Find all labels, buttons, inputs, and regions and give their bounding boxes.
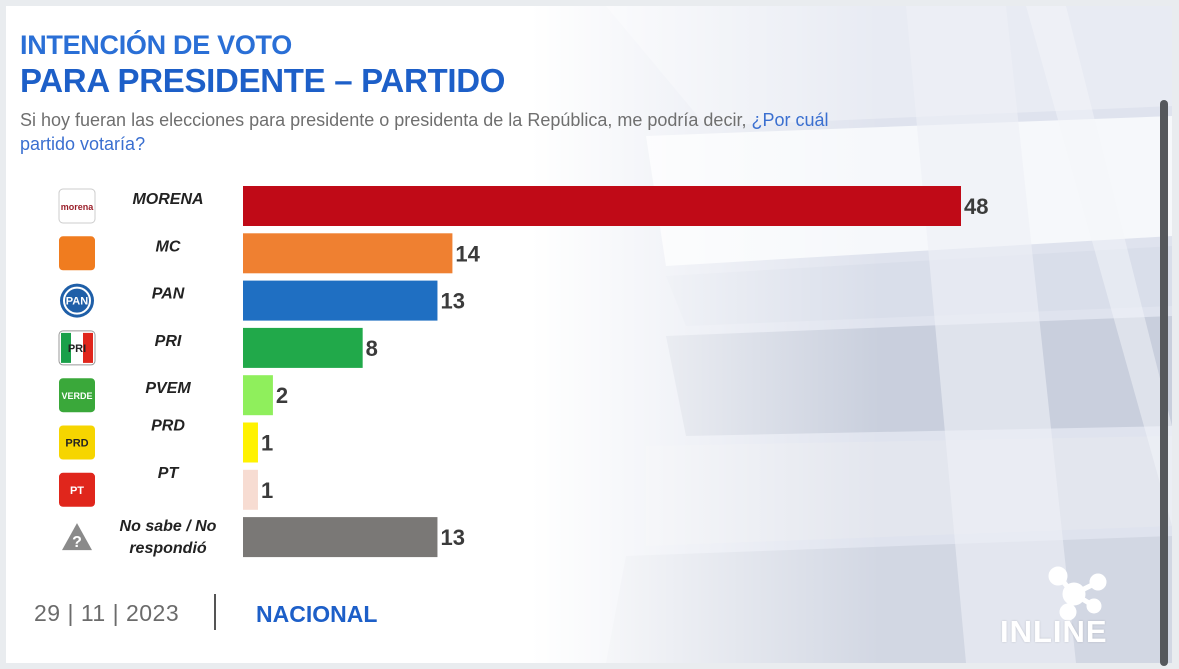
value-label: 14 xyxy=(455,241,480,266)
bar xyxy=(243,327,363,368)
pan-logo-ring xyxy=(63,286,91,315)
category-label: PVEM xyxy=(145,380,191,397)
footer-divider xyxy=(214,594,216,630)
mc-logo xyxy=(59,236,95,271)
question-text: Si hoy fueran las elecciones para presid… xyxy=(20,110,752,130)
bar xyxy=(243,186,961,226)
question-icon-text: ? xyxy=(72,534,82,551)
morena-logo: morena xyxy=(58,188,96,224)
value-label: 48 xyxy=(964,194,988,219)
pt-logo-box xyxy=(59,472,95,507)
category-label: No sabe / No xyxy=(120,518,217,535)
prd-logo: PRD xyxy=(59,425,95,460)
category-label: PAN xyxy=(152,286,185,303)
bar xyxy=(243,280,438,321)
pri-logo-green xyxy=(61,332,71,363)
value-label: 1 xyxy=(261,478,273,503)
pvem-logo: VERDE xyxy=(59,378,95,413)
bar xyxy=(243,422,258,463)
poll-date: 29 | 11 | 2023 xyxy=(34,600,180,626)
bar xyxy=(243,469,258,510)
morena-logo-text: morena xyxy=(61,202,95,212)
category-label: PT xyxy=(158,465,180,482)
bar xyxy=(243,517,438,558)
value-label: 8 xyxy=(366,336,378,361)
bar xyxy=(243,233,453,274)
value-label: 13 xyxy=(440,525,464,550)
pri-logo-text: PRI xyxy=(68,343,86,355)
question-triangle xyxy=(62,523,92,551)
survey-question: Si hoy fueran las elecciones para presid… xyxy=(20,108,840,156)
pri-logo: PRI xyxy=(58,330,96,366)
inline-logo-icon xyxy=(1048,566,1107,621)
value-label: 2 xyxy=(276,383,288,408)
value-label: 1 xyxy=(261,431,273,456)
pt-logo-text: PT xyxy=(70,485,84,497)
poll-card: INTENCIÓN DE VOTO PARA PRESIDENTE – PART… xyxy=(6,6,1172,663)
bar xyxy=(243,375,273,416)
category-label: MORENA xyxy=(132,191,203,208)
pvem-logo-box xyxy=(59,378,95,413)
brand-name: INLINE xyxy=(1000,614,1108,649)
category-label: PRI xyxy=(155,333,182,350)
question-icon: ? xyxy=(62,523,92,551)
pvem-logo-text: VERDE xyxy=(61,391,92,401)
poll-scope: NACIONAL xyxy=(256,601,378,627)
value-label: 13 xyxy=(440,289,464,314)
pri-logo-red xyxy=(83,332,93,363)
morena-logo-box xyxy=(58,188,96,224)
scrollbar[interactable] xyxy=(1160,100,1168,666)
title-line-2: PARA PRESIDENTE – PARTIDO xyxy=(20,62,506,99)
pan-logo: PAN xyxy=(60,283,94,318)
pan-logo-text: PAN xyxy=(66,296,88,308)
prd-logo-text: PRD xyxy=(65,438,88,450)
category-label: respondió xyxy=(129,540,207,557)
title-line-1: INTENCIÓN DE VOTO xyxy=(20,30,292,60)
prd-logo-box xyxy=(59,425,95,460)
category-label: PRD xyxy=(151,418,185,435)
pt-logo: PT xyxy=(59,472,95,507)
category-label: MC xyxy=(156,238,181,255)
question-highlight: ¿Por cuál partido votaría? xyxy=(20,110,829,154)
mc-logo-box xyxy=(59,236,95,271)
vote-intention-bar-chart: morena MORENA 48 MC 14 PAN PAN 13 PRI PRI 8 VERDE PV… xyxy=(58,186,988,558)
background-panels xyxy=(6,6,1172,663)
